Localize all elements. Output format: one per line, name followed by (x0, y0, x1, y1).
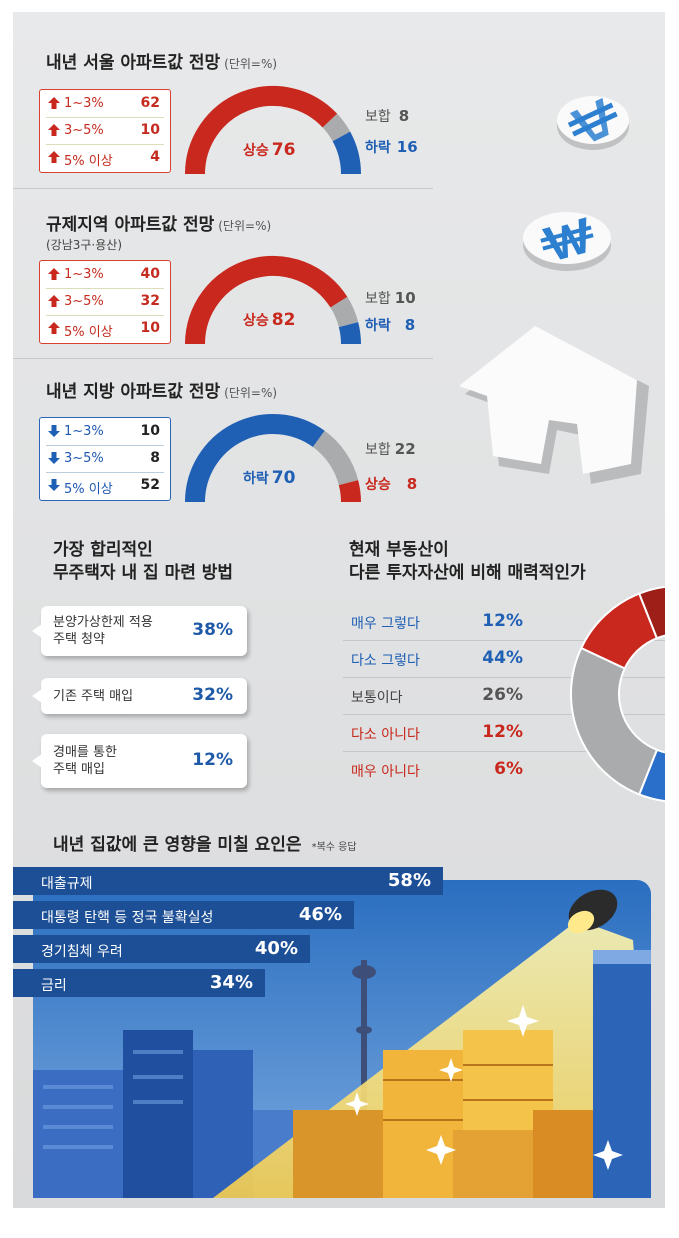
seoul-gauge (185, 85, 362, 175)
bar-factor: 경기침체 우려 40% (13, 935, 310, 963)
regional-breakdown-row: 1~3% 10 (40, 418, 170, 445)
bar-factor: 대출규제 58% (13, 867, 443, 895)
regulated-subtitle: (강남3구·용산) (46, 238, 123, 252)
attractive-donut (570, 585, 665, 803)
won-coin-icon (523, 212, 611, 271)
bar-factor: 대통령 탄핵 등 정국 불확실성 46% (13, 901, 354, 929)
regional-main-label: 하락 70 (243, 468, 296, 488)
regional-title: 내년 지방 아파트값 전망 (단위=%) (46, 382, 278, 402)
gauge-segment-flat (330, 296, 359, 328)
seoul-breakdown-row: 3~5% 10 (40, 117, 170, 144)
up-arrow-icon (48, 97, 60, 109)
house-icon (459, 326, 649, 484)
gauge-segment-rise (338, 480, 361, 503)
regulated-title: 규제지역 아파트값 전망 (단위=%) (46, 215, 272, 235)
list-item: 다소 그렇다 44% (343, 641, 665, 678)
gauge-segment-rise (185, 85, 338, 175)
regulated-breakdown-row: 5% 이상 10 (40, 315, 170, 342)
regulated-breakdown-row: 3~5% 32 (40, 288, 170, 315)
method-card: 경매를 통한 주택 매입 12% (32, 734, 247, 788)
regional-gauge (185, 414, 361, 503)
list-item: 매우 아니다 6% (351, 759, 523, 780)
regional-breakdown-box: 1~3% 10 3~5% 8 5% 이상 52 (39, 417, 171, 501)
gauge-segment-flat (322, 113, 351, 142)
regulated-gauge (185, 255, 361, 345)
regional-minor-label: 상승 8 (365, 475, 418, 493)
list-item: 매우 그렇다 12% (343, 604, 665, 641)
regulated-neutral-label: 보합 10 (365, 289, 416, 307)
gauge-segment-flat (312, 430, 359, 486)
method-card: 분양가상한제 적용 주택 청약 38% (32, 606, 247, 656)
up-arrow-icon (48, 295, 60, 307)
gauge-segment-fall (332, 131, 362, 175)
gauge-segment-fall (185, 414, 325, 503)
regional-breakdown-row: 5% 이상 52 (40, 472, 170, 499)
factors-title: 내년 집값에 큰 영향을 미칠 요인은 *복수 응답 (53, 835, 357, 855)
donut-segment-somewhat-yes (637, 748, 665, 803)
down-arrow-icon (48, 425, 60, 437)
attractive-title: 현재 부동산이 다른 투자자산에 비해 매력적인가 (349, 540, 586, 583)
down-arrow-icon (48, 452, 60, 464)
seoul-breakdown-box: 1~3% 62 3~5% 10 5% 이상 4 (39, 89, 171, 173)
infographic-panel: 내년 서울 아파트값 전망 (단위=%) 1~3% 62 3~5% 10 5% 이상 4… (13, 12, 665, 1208)
regulated-breakdown-row: 1~3% 40 (40, 261, 170, 288)
method-title: 가장 합리적인 무주택자 내 집 마련 방법 (53, 540, 234, 583)
up-arrow-icon (48, 268, 60, 280)
list-item: 보통이다 26% (343, 678, 665, 715)
list-item: 다소 아니다 12% (343, 715, 665, 752)
seoul-title: 내년 서울 아파트값 전망 (단위=%) (46, 53, 278, 73)
regional-breakdown-row: 3~5% 8 (40, 445, 170, 472)
down-arrow-icon (48, 479, 60, 491)
won-coin-icon (557, 96, 629, 150)
gauge-segment-fall (338, 322, 361, 345)
bar-factor: 금리 34% (13, 969, 265, 997)
method-card: 기존 주택 매입 32% (32, 678, 247, 714)
donut-segment-neutral (570, 646, 659, 796)
seoul-main-label: 상승 76 (243, 140, 296, 160)
seoul-neutral-label: 보합 8 (365, 107, 410, 125)
donut-segment-very-no (637, 585, 665, 640)
seoul-minor-label: 하락 16 (365, 138, 418, 156)
city-illustration (33, 880, 651, 1198)
seoul-breakdown-row: 1~3% 62 (40, 90, 170, 117)
up-arrow-icon (48, 151, 60, 163)
seoul-breakdown-row: 5% 이상 4 (40, 144, 170, 171)
up-arrow-icon (48, 124, 60, 136)
regional-neutral-label: 보합 22 (365, 440, 416, 458)
regulated-main-label: 상승 82 (243, 310, 296, 330)
regulated-breakdown-box: 1~3% 40 3~5% 32 5% 이상 10 (39, 260, 171, 344)
regulated-minor-label: 하락 8 (365, 316, 416, 334)
up-arrow-icon (48, 322, 60, 334)
gauge-segment-rise (185, 255, 348, 345)
